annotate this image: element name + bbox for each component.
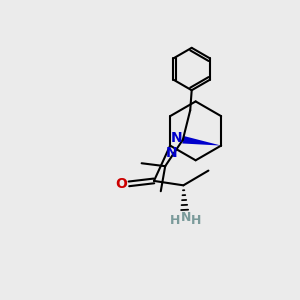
Text: N: N	[171, 131, 182, 145]
Polygon shape	[182, 136, 221, 146]
Text: H: H	[191, 214, 201, 227]
Text: N: N	[181, 211, 191, 224]
Text: H: H	[170, 214, 181, 227]
Text: O: O	[116, 177, 128, 191]
Text: N: N	[166, 146, 177, 160]
